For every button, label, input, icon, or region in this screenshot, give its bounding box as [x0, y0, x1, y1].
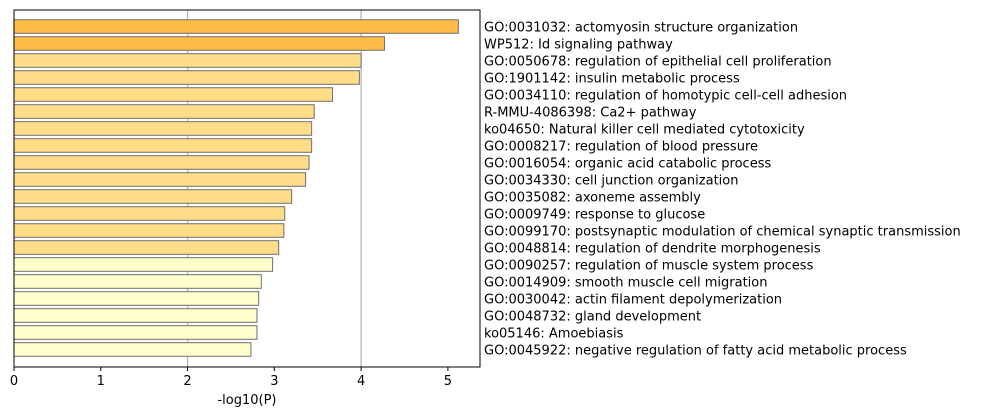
bar [13, 223, 285, 238]
category-label: GO:0008217: regulation of blood pressure [484, 140, 758, 155]
category-label: GO:0050678: regulation of epithelial cel… [484, 55, 832, 70]
category-label: GO:1901142: insulin metabolic process [484, 72, 740, 87]
bar [13, 325, 258, 340]
category-label: GO:0099170: postsynaptic modulation of c… [484, 225, 961, 240]
bar [13, 206, 286, 221]
category-label: GO:0014909: smooth muscle cell migration [484, 276, 768, 291]
bar [13, 19, 459, 34]
category-label: ko04650: Natural killer cell mediated cy… [484, 123, 805, 138]
bar [13, 189, 293, 204]
x-tick-label: 1 [97, 374, 105, 389]
category-label: GO:0034110: regulation of homotypic cell… [484, 89, 847, 104]
x-tick-label: 3 [270, 374, 278, 389]
x-tick-label: 2 [183, 374, 191, 389]
grid-lines [186, 10, 362, 367]
bar [13, 121, 313, 136]
category-label: GO:0035082: axoneme assembly [484, 191, 701, 206]
category-labels: GO:0031032: actomyosin structure organiz… [484, 21, 961, 359]
bar [13, 87, 333, 102]
bar [13, 36, 386, 51]
category-label: GO:0009749: response to glucose [484, 208, 705, 223]
bar [13, 53, 362, 68]
category-label: GO:0045922: negative regulation of fatty… [484, 344, 907, 359]
x-axis-ticks: 0 1 2 3 4 5 [10, 367, 452, 389]
bar [13, 342, 252, 357]
bar [13, 172, 307, 187]
category-label: GO:0048814: regulation of dendrite morph… [484, 242, 821, 257]
bar [13, 291, 260, 306]
category-label: GO:0034330: cell junction organization [484, 174, 738, 189]
category-label: GO:0090257: regulation of muscle system … [484, 259, 814, 274]
category-label: GO:0031032: actomyosin structure organiz… [484, 21, 798, 36]
category-label: WP512: Id signaling pathway [484, 38, 673, 53]
category-label: GO:0030042: actin filament depolymerizat… [484, 293, 782, 308]
plot-frame [13, 9, 481, 368]
bar [13, 104, 315, 119]
bar [13, 155, 310, 170]
bar [13, 274, 262, 289]
bar [13, 240, 280, 255]
bar [13, 257, 274, 272]
x-tick-label: 4 [357, 374, 365, 389]
category-label: GO:0016054: organic acid catabolic proce… [484, 157, 771, 172]
x-axis-label: -log10(P) [217, 393, 276, 408]
category-label: R-MMU-4086398: Ca2+ pathway [484, 106, 697, 121]
bar [13, 138, 313, 153]
category-label: ko05146: Amoebiasis [484, 327, 624, 342]
bar [13, 308, 258, 323]
x-tick-label: 0 [10, 374, 18, 389]
x-tick-label: 5 [444, 374, 452, 389]
category-label: GO:0048732: gland development [484, 310, 701, 325]
bar [13, 70, 360, 85]
bars [13, 19, 459, 357]
